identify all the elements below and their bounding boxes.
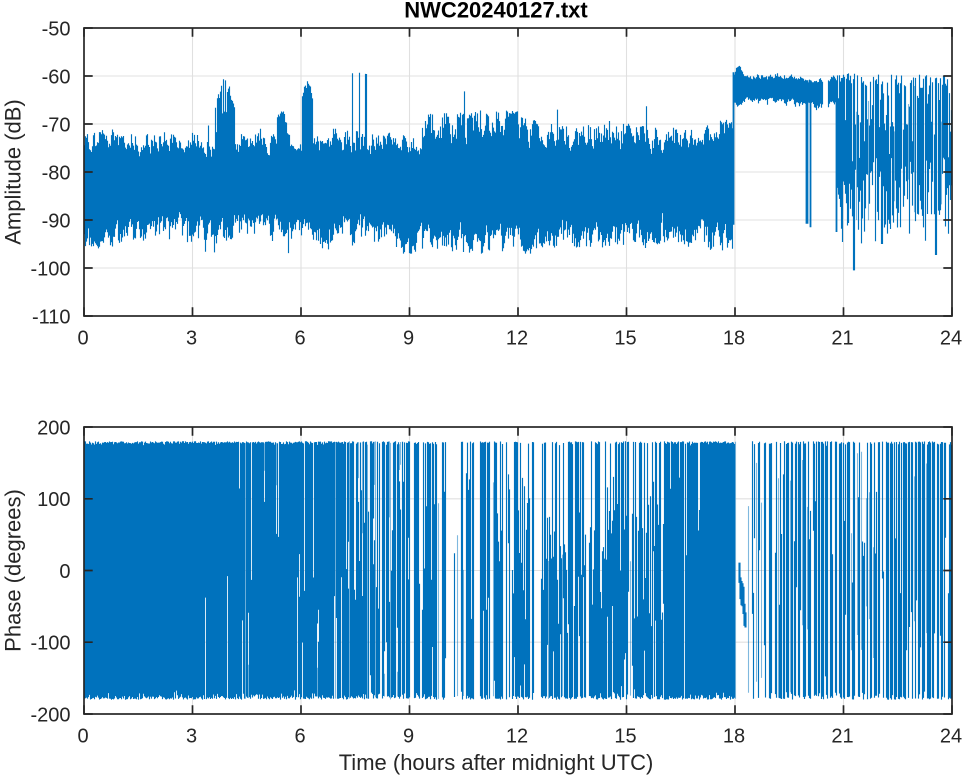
svg-text:-100: -100	[30, 633, 70, 655]
svg-text:12: 12	[506, 328, 528, 350]
svg-text:Time (hours after midnight UTC: Time (hours after midnight UTC)	[339, 750, 654, 775]
svg-text:200: 200	[37, 417, 70, 439]
svg-text:0: 0	[59, 561, 70, 583]
svg-text:6: 6	[294, 726, 305, 748]
svg-text:21: 21	[831, 726, 853, 748]
svg-text:-60: -60	[42, 66, 71, 88]
svg-text:NWC20240127.txt: NWC20240127.txt	[404, 0, 588, 23]
svg-text:-110: -110	[32, 306, 71, 328]
svg-text:-90: -90	[42, 210, 71, 232]
svg-text:24: 24	[940, 726, 962, 748]
svg-text:-100: -100	[30, 258, 70, 280]
svg-text:0: 0	[77, 328, 88, 350]
svg-text:100: 100	[37, 489, 70, 511]
svg-text:9: 9	[403, 726, 414, 748]
svg-text:6: 6	[294, 328, 305, 350]
svg-text:0: 0	[77, 726, 88, 748]
svg-text:-80: -80	[42, 162, 71, 184]
svg-text:3: 3	[186, 726, 197, 748]
svg-text:-50: -50	[42, 18, 71, 40]
svg-text:15: 15	[614, 726, 636, 748]
svg-text:24: 24	[940, 328, 962, 350]
svg-text:Amplitude (dB): Amplitude (dB)	[1, 99, 26, 245]
svg-text:15: 15	[614, 328, 636, 350]
svg-text:21: 21	[831, 328, 853, 350]
svg-text:12: 12	[506, 726, 528, 748]
svg-text:Phase (degrees): Phase (degrees)	[1, 489, 26, 652]
svg-text:3: 3	[186, 328, 197, 350]
svg-text:-70: -70	[42, 114, 71, 136]
svg-text:18: 18	[723, 726, 745, 748]
svg-text:-200: -200	[30, 704, 70, 726]
svg-text:18: 18	[723, 328, 745, 350]
svg-text:9: 9	[403, 328, 414, 350]
